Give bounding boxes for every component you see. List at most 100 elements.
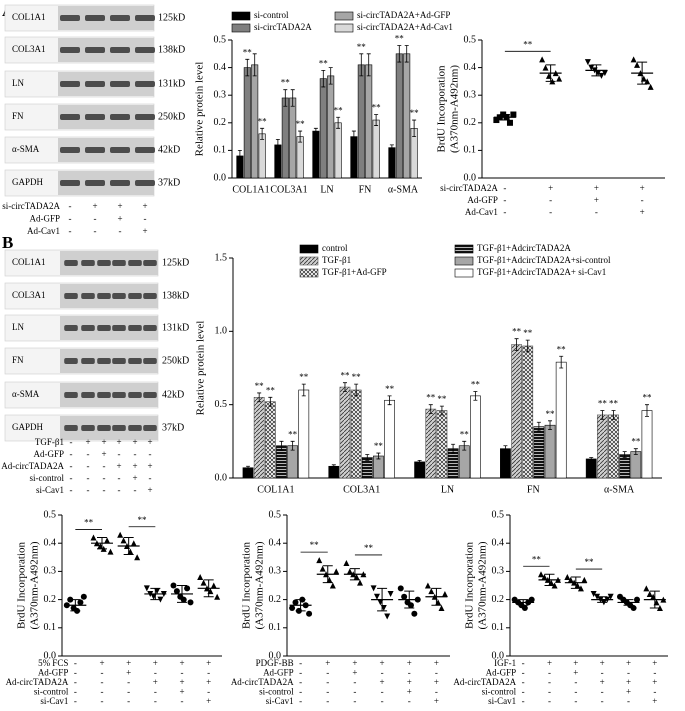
condition-sign: + xyxy=(652,696,657,706)
sd-bar xyxy=(404,590,415,609)
blot-protein: FN xyxy=(12,355,24,365)
y-tick-label: 0.1 xyxy=(464,145,477,156)
data-point xyxy=(357,579,364,586)
error-bar xyxy=(428,404,433,414)
legend-swatch xyxy=(334,23,354,33)
sd-bar xyxy=(70,599,81,612)
blot-band xyxy=(112,260,126,266)
condition-sign: - xyxy=(549,207,552,217)
condition-sign: + xyxy=(153,658,158,668)
blot-band xyxy=(97,325,111,331)
condition-sign: - xyxy=(87,449,90,459)
bar xyxy=(287,445,299,479)
condition-sign: - xyxy=(70,461,73,471)
y-tick-label: 0.5 xyxy=(214,34,227,45)
condition-name: IGF-1 xyxy=(494,658,516,668)
significance-label: ** xyxy=(609,399,619,409)
blot-band xyxy=(128,325,142,331)
significance-label: ** xyxy=(258,116,268,126)
data-point xyxy=(401,593,408,600)
condition-sign: + xyxy=(352,658,357,668)
condition-sign: - xyxy=(641,195,644,205)
blot-protein: COL1A1 xyxy=(12,12,46,22)
data-point xyxy=(634,596,640,603)
data-point xyxy=(187,599,194,606)
blot-band xyxy=(64,325,78,331)
blot-size: 131kD xyxy=(158,78,185,89)
condition-sign: - xyxy=(74,687,77,697)
error-bar xyxy=(376,452,381,460)
error-bar xyxy=(397,45,402,63)
error-bar xyxy=(514,338,519,351)
condition-sign: - xyxy=(653,668,656,678)
condition-sign: + xyxy=(116,461,121,471)
significance-label: ** xyxy=(557,344,567,354)
sd-bar xyxy=(518,599,529,606)
y-tick-label: 0.4 xyxy=(269,537,282,548)
condition-sign: + xyxy=(85,437,90,447)
data-point xyxy=(643,585,650,592)
panel-label: B xyxy=(2,233,13,252)
condition-name: Ad-GFP xyxy=(29,214,60,224)
bar xyxy=(585,458,597,479)
blot-size: 250kD xyxy=(158,111,185,122)
legend-label: TGF-β1 xyxy=(322,255,351,265)
condition-sign: + xyxy=(179,677,184,687)
condition-sign: + xyxy=(407,677,412,687)
condition-sign: - xyxy=(601,687,604,697)
data-point xyxy=(292,599,299,606)
y-tick-label: 0.4 xyxy=(44,537,57,548)
bar xyxy=(619,454,631,479)
blot-protein: COL3A1 xyxy=(12,290,46,300)
blot-size: 131kD xyxy=(162,322,189,333)
y-tick-label: 0.3 xyxy=(269,566,282,577)
condition-sign: - xyxy=(144,214,147,224)
condition-sign: + xyxy=(126,668,131,678)
data-point xyxy=(428,588,435,595)
condition-name: Ad-Cav1 xyxy=(27,226,60,236)
significance-label: ** xyxy=(288,429,298,439)
significance-label: ** xyxy=(512,327,522,337)
legend-label: control xyxy=(322,243,348,253)
blot-band xyxy=(81,358,95,364)
error-bar xyxy=(589,457,594,461)
condition-sign: + xyxy=(147,485,152,495)
condition-sign: + xyxy=(573,668,578,678)
condition-sign: - xyxy=(74,658,77,668)
bar xyxy=(243,67,251,179)
condition-name: Ad-GFP xyxy=(263,668,294,678)
y-tick-label: 0.0 xyxy=(464,172,477,183)
significance-label: ** xyxy=(410,108,420,118)
condition-sign: - xyxy=(103,473,106,483)
blot-band xyxy=(81,425,95,431)
y-axis-label: BrdU Incorporation xyxy=(464,541,476,629)
sd-bar xyxy=(623,599,634,606)
data-point xyxy=(538,571,544,578)
significance-label: ** xyxy=(523,328,533,338)
condition-sign: + xyxy=(132,461,137,471)
error-bar xyxy=(279,440,284,451)
error-bar xyxy=(548,420,553,430)
data-point xyxy=(343,559,350,566)
bar xyxy=(264,401,276,479)
legend-label: si-circTADA2A+Ad-Cav1 xyxy=(357,22,453,32)
data-point xyxy=(319,565,326,572)
data-point xyxy=(594,593,601,600)
y-tick-label: 1.5 xyxy=(215,252,228,263)
bar xyxy=(470,395,481,479)
data-point xyxy=(577,585,584,592)
blot-band xyxy=(135,47,155,53)
condition-sign: - xyxy=(574,677,577,687)
condition-sign: + xyxy=(147,437,152,447)
bar xyxy=(630,451,642,479)
y-tick-label: 0.5 xyxy=(44,509,57,520)
blot-band xyxy=(128,260,142,266)
condition-sign: - xyxy=(408,668,411,678)
bar xyxy=(388,147,396,179)
sd-bar xyxy=(545,64,556,82)
condition-sign: - xyxy=(118,449,121,459)
condition-sign: + xyxy=(547,658,552,668)
blot-band xyxy=(143,293,157,299)
blot-band xyxy=(85,114,105,120)
